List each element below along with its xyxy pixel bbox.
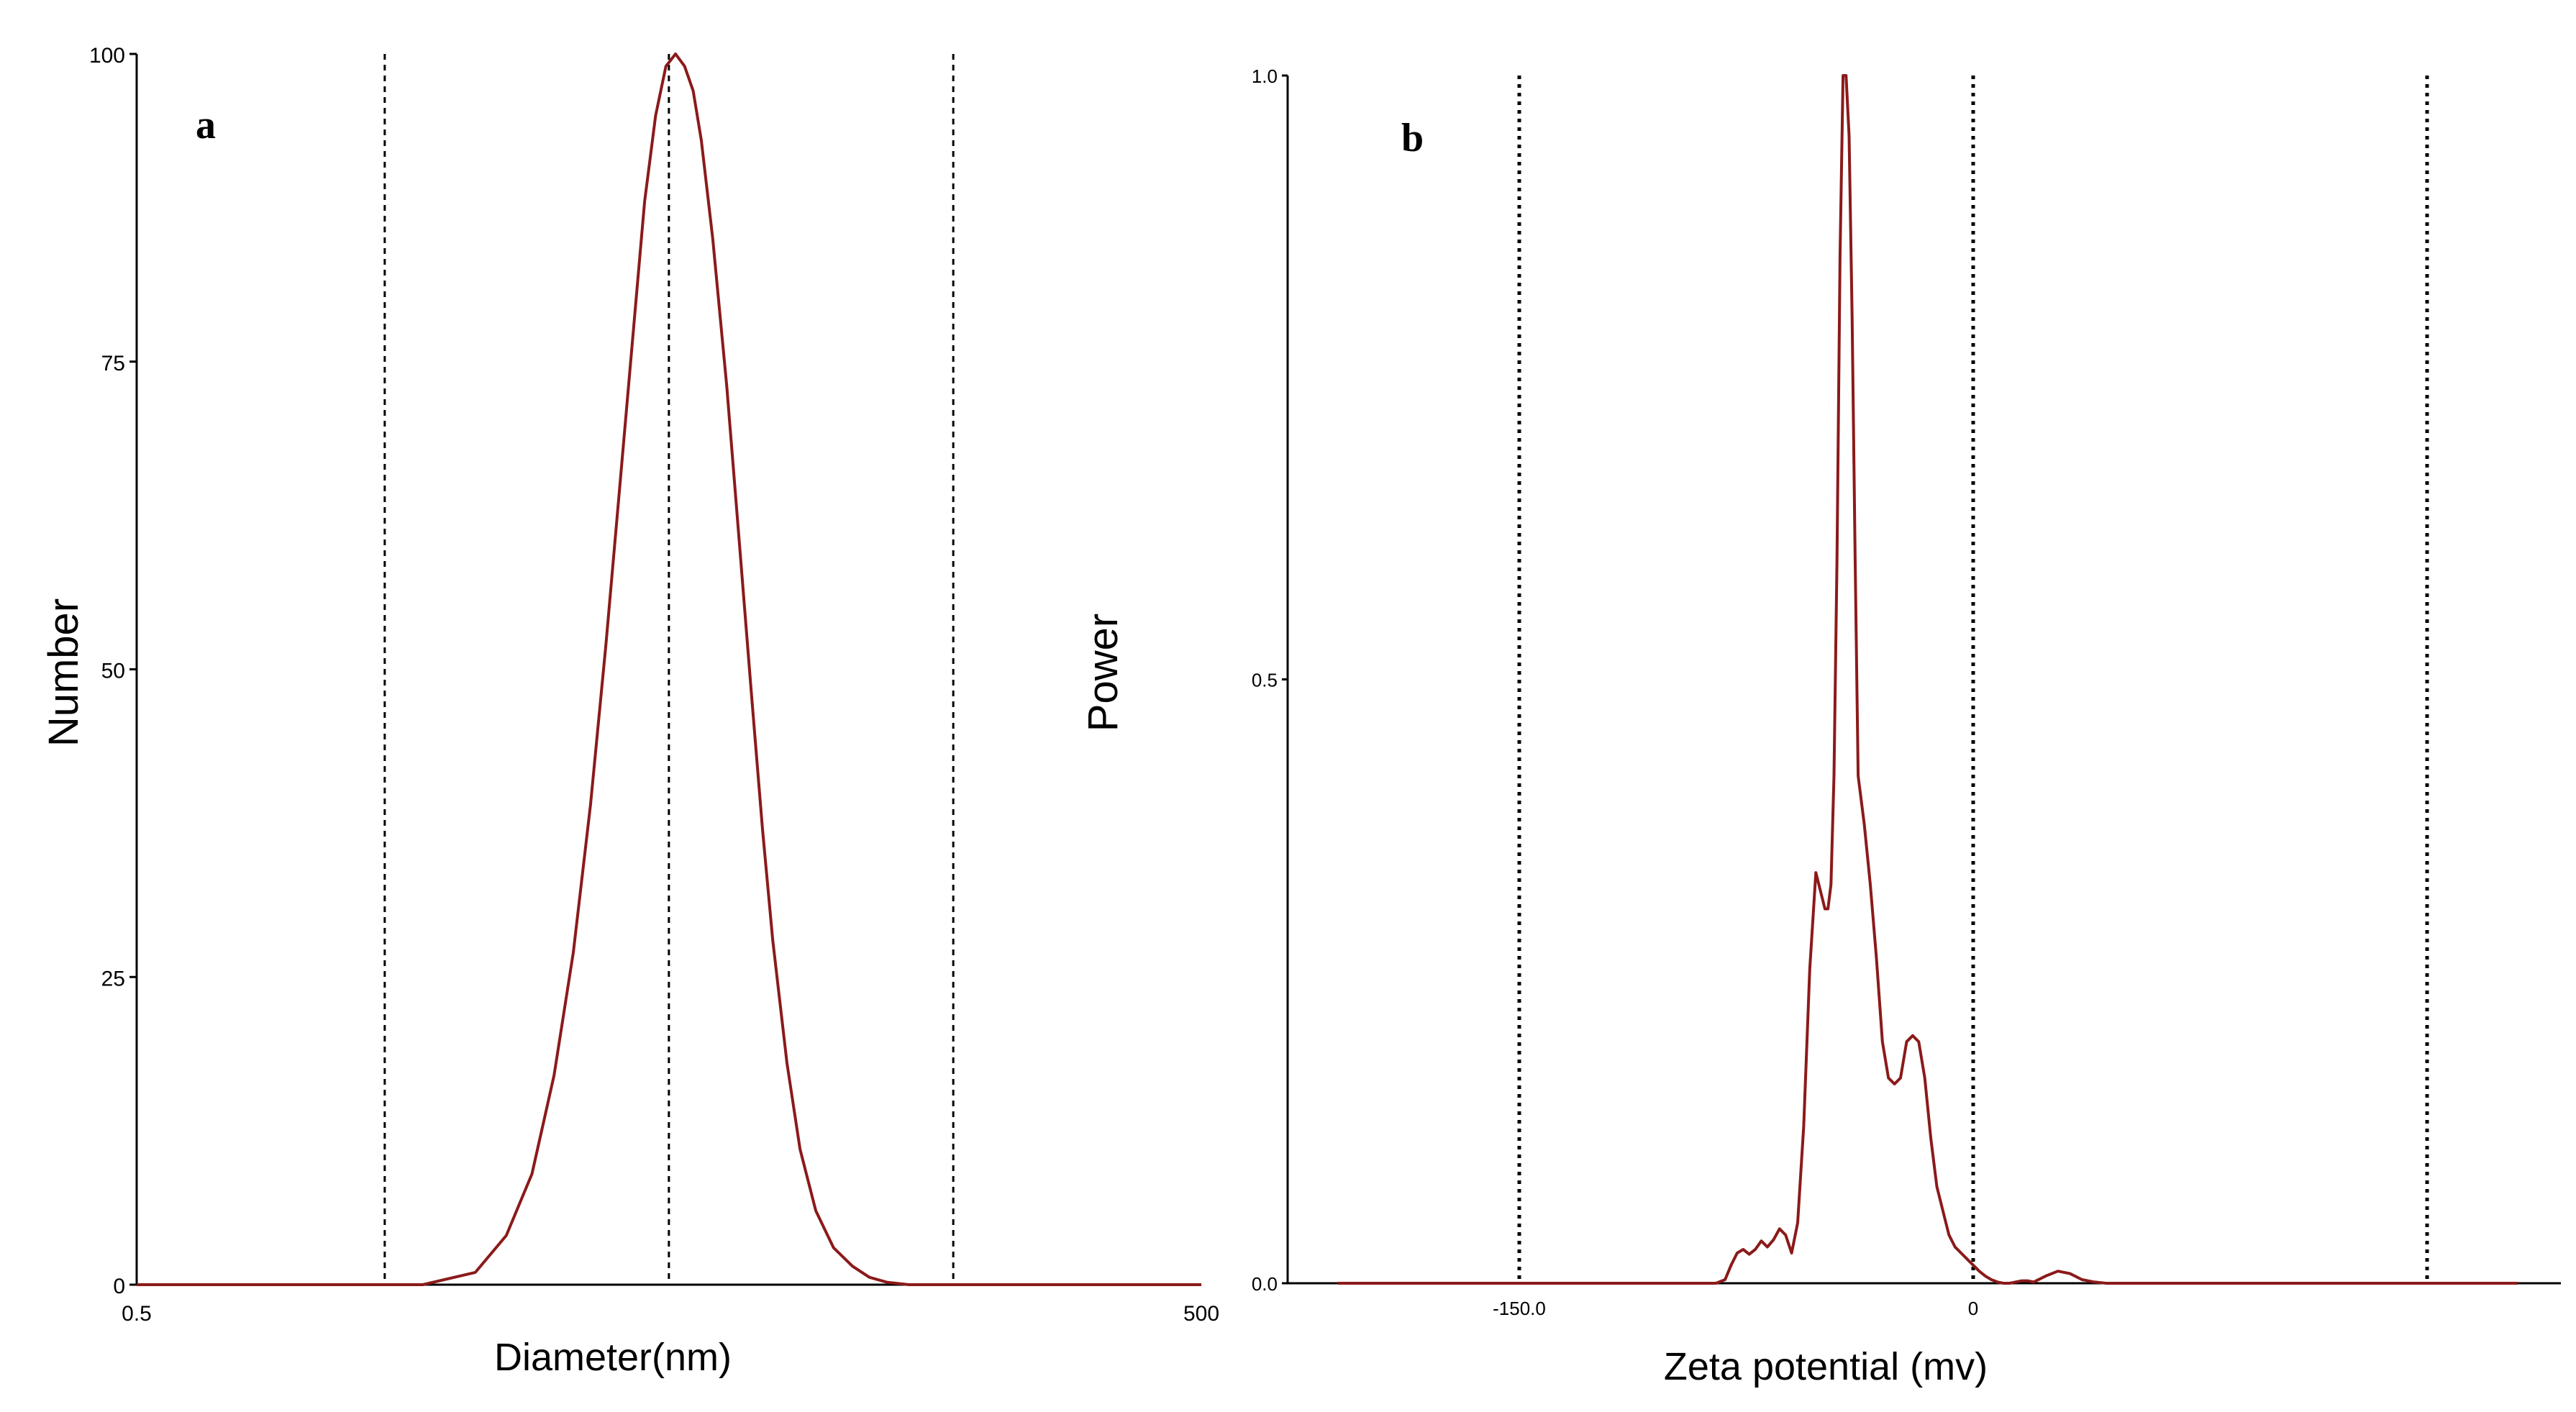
panel-a-y-tick-label-2: 50 [101,660,125,683]
panel-b-guide-lines [1517,76,2429,1283]
panel-b-y-axis-label: Power [1080,614,1127,732]
panel-a-y-tick-label-4: 100 [89,44,125,68]
panel-a-y-tick-label-0: 0 [113,1275,125,1298]
panel-a-y-tick-label-1: 25 [101,967,125,990]
panel-a-y-ticks: 0 25 50 75 100 [89,44,137,1298]
panel-a-x-tick-label-1: 500 [1183,1302,1219,1326]
panel-b: b Power Zeta potential (mv) 0.0 0.5 1.0 -1… [1080,65,2561,1388]
panel-b-zeta-potential-line [1337,74,2518,1285]
panel-a-x-axis-label: Diameter(nm) [494,1336,732,1379]
panel-b-label: b [1401,116,1424,160]
panel-b-y-ticks: 0.0 0.5 1.0 [1252,65,1288,1295]
panel-b-series [1337,74,2518,1285]
panel-b-y-tick-label-0: 0.0 [1252,1273,1278,1295]
panel-a: a Number Diameter(nm) 0 25 50 75 100 0.5 500 [40,44,1219,1379]
panel-a-series [137,53,1201,1286]
panel-a-y-axis-label: Number [40,598,87,747]
panel-b-x-ticks: -150.0 0 [1493,1298,1978,1319]
panel-b-x-tick-label-0: -150.0 [1493,1298,1546,1319]
panel-a-label: a [196,103,216,147]
panel-a-guide-lines [383,54,955,1285]
panel-b-x-tick-label-1: 0 [1968,1298,1978,1319]
panel-a-y-tick-label-3: 75 [101,352,125,375]
panel-a-x-tick-label-0: 0.5 [122,1302,152,1326]
panel-b-y-tick-label-2: 1.0 [1252,65,1278,87]
panel-a-size-distribution-line [137,53,1201,1286]
panel-b-y-tick-label-1: 0.5 [1252,670,1278,691]
panel-a-x-ticks: 0.5 500 [122,1302,1219,1326]
panel-b-x-axis-label: Zeta potential (mv) [1664,1345,1988,1388]
